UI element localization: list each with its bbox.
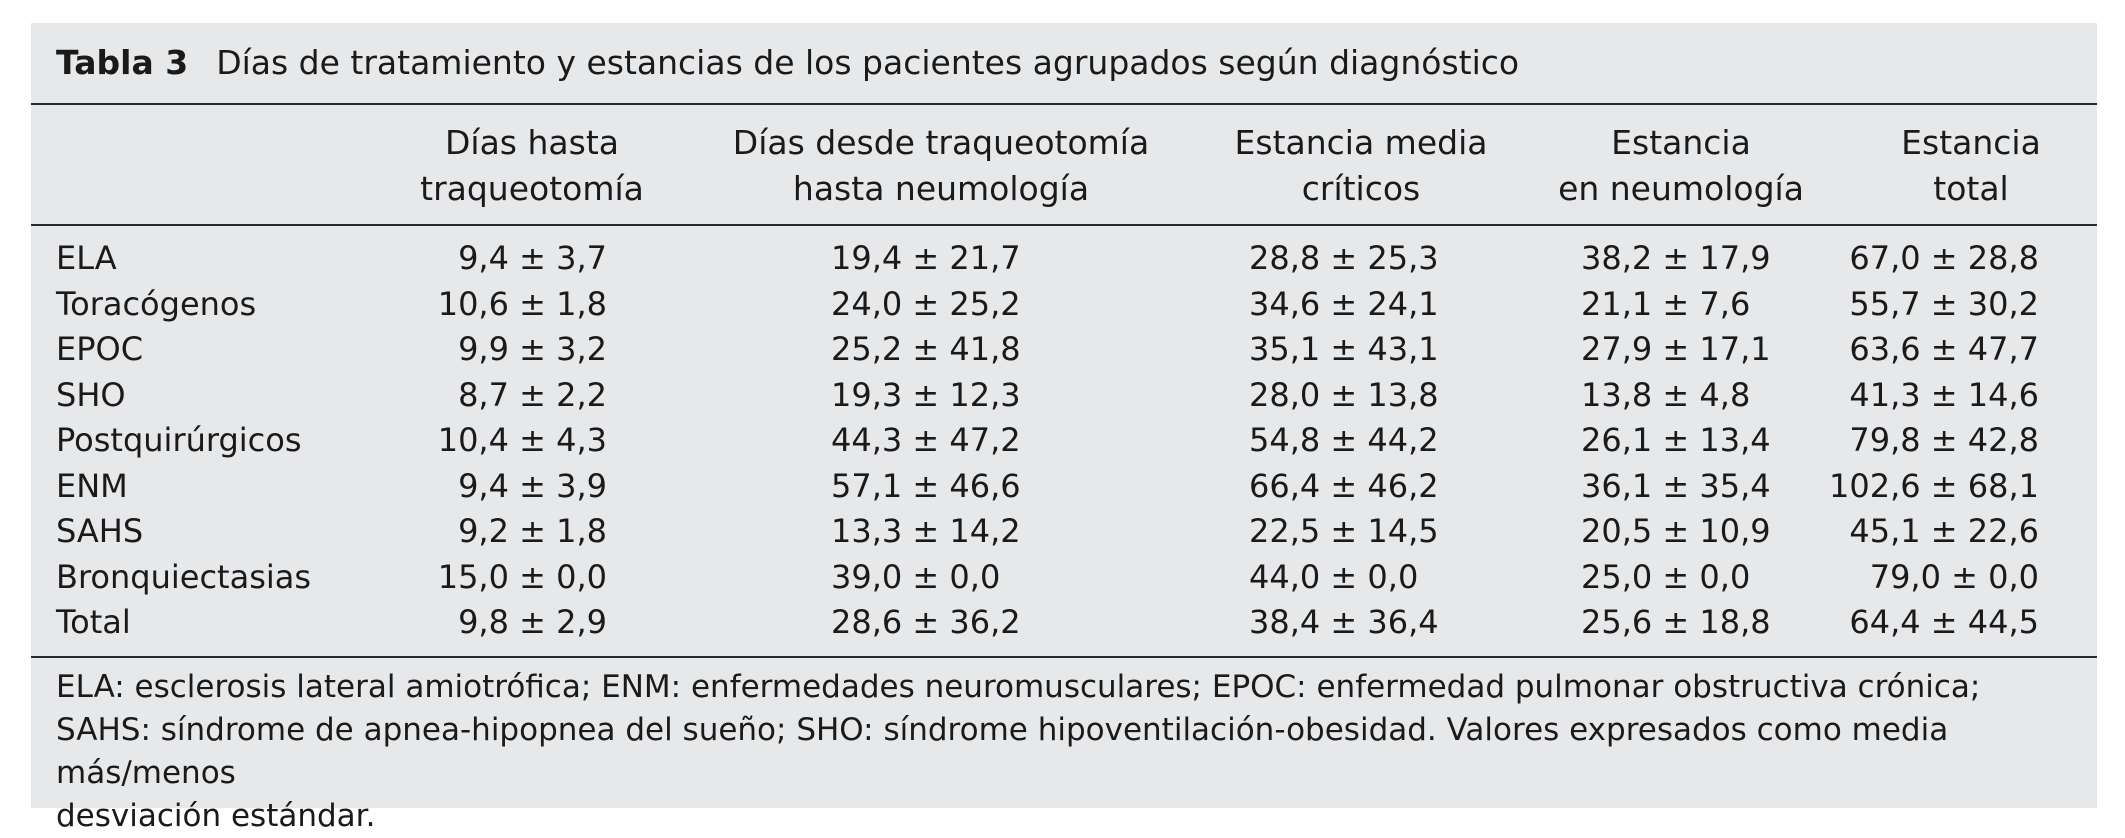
cell-dias-desde-traqueotomia: 19,4 ± 21,7 [831,239,1021,277]
cell-estancia-total: 79,8 ± 42,8 [1849,421,2039,459]
column-header-dias-hasta-traqueotomia: Días hasta traqueotomía [420,123,644,208]
cell-estancia-neumologia: 25,6 ± 18,8 [1581,603,1771,641]
header-rule [31,224,2097,226]
cell-dias-hasta-traqueotomia: 9,8 ± 2,9 [458,603,607,641]
cell-dias-desde-traqueotomia: 19,3 ± 12,3 [831,375,1021,414]
cell-estancia-media-criticos: 22,5 ± 14,5 [1249,512,1439,550]
row-label: Postquirúrgicos [56,421,302,459]
table-panel: Tabla 3 Días de tratamiento y estancias d… [31,23,2097,834]
table-body: ELA 9,4 ± 3,7 19,4 ± 21,7 28,8 ± 25,3 38… [31,236,2097,646]
cell-estancia-neumologia: 36,1 ± 35,4 [1581,466,1771,505]
footnote-line: ELA: esclerosis lateral amiotrófica; ENM… [56,669,1981,705]
cell-dias-desde-traqueotomia: 24,0 ± 25,2 [831,284,1021,323]
cell-dias-hasta-traqueotomia: 10,6 ± 1,8 [437,284,607,323]
column-header-estancia-total: Estancia total [1901,123,2041,208]
row-label: SHO [56,375,126,414]
table-row: EPOC 9,9 ± 3,2 25,2 ± 41,8 35,1 ± 43,1 2… [31,327,2097,373]
cell-estancia-media-criticos: 28,8 ± 25,3 [1249,239,1439,277]
table-title: Días de tratamiento y estancias de los p… [216,43,1520,82]
cell-estancia-neumologia: 27,9 ± 17,1 [1581,330,1771,368]
row-label: Bronquiectasias [56,557,312,596]
table-row: ELA 9,4 ± 3,7 19,4 ± 21,7 28,8 ± 25,3 38… [31,236,2097,282]
table-row-total: Total 9,8 ± 2,9 28,6 ± 36,2 38,4 ± 36,4 … [31,600,2097,646]
cell-dias-desde-traqueotomia: 25,2 ± 41,8 [831,330,1021,368]
row-label: EPOC [56,330,144,368]
cell-dias-hasta-traqueotomia: 15,0 ± 0,0 [437,557,607,596]
row-label: SAHS [56,512,144,550]
row-label: ENM [56,466,128,505]
cell-dias-hasta-traqueotomia: 9,4 ± 3,7 [458,239,607,277]
column-header-estancia-media-criticos: Estancia media críticos [1234,123,1488,208]
cell-estancia-neumologia: 25,0 ± 0,0 [1581,557,1751,596]
cell-estancia-neumologia: 13,8 ± 4,8 [1581,375,1751,414]
table-row: SAHS 9,2 ± 1,8 13,3 ± 14,2 22,5 ± 14,5 2… [31,509,2097,555]
cell-dias-desde-traqueotomia: 44,3 ± 47,2 [831,421,1021,459]
row-label: Toracógenos [56,284,257,323]
cell-estancia-total: 55,7 ± 30,2 [1849,284,2039,323]
row-label: Total [56,603,131,641]
top-rule [31,103,2097,105]
cell-estancia-neumologia: 20,5 ± 10,9 [1581,512,1771,550]
table-row: SHO 8,7 ± 2,2 19,3 ± 12,3 28,0 ± 13,8 13… [31,373,2097,419]
table-row: ENM 9,4 ± 3,9 57,1 ± 46,6 66,4 ± 46,2 36… [31,464,2097,510]
cell-estancia-media-criticos: 35,1 ± 43,1 [1249,330,1439,368]
cell-estancia-media-criticos: 54,8 ± 44,2 [1249,421,1439,459]
column-header-estancia-neumologia: Estancia en neumología [1558,123,1804,208]
column-header-dias-desde-traqueotomia: Días desde traqueotomía hasta neumología [732,123,1150,208]
cell-estancia-neumologia: 38,2 ± 17,9 [1581,239,1771,277]
cell-estancia-neumologia: 21,1 ± 7,6 [1581,284,1751,323]
cell-estancia-total: 64,4 ± 44,5 [1849,603,2039,641]
cell-estancia-media-criticos: 44,0 ± 0,0 [1249,557,1419,596]
cell-dias-desde-traqueotomia: 13,3 ± 14,2 [831,512,1021,550]
cell-estancia-media-criticos: 66,4 ± 46,2 [1249,466,1439,505]
cell-dias-desde-traqueotomia: 57,1 ± 46,6 [831,466,1021,505]
cell-estancia-total: 41,3 ± 14,6 [1849,375,2039,414]
table-row: Postquirúrgicos 10,4 ± 4,3 44,3 ± 47,2 5… [31,418,2097,464]
cell-dias-hasta-traqueotomia: 9,4 ± 3,9 [458,466,607,505]
cell-estancia-total: 63,6 ± 47,7 [1849,330,2039,368]
cell-dias-hasta-traqueotomia: 9,2 ± 1,8 [458,512,607,550]
cell-dias-desde-traqueotomia: 39,0 ± 0,0 [831,557,1001,596]
footnote-line: desviación estándar. [56,798,376,834]
cell-estancia-neumologia: 26,1 ± 13,4 [1581,421,1771,459]
table-caption: Tabla 3 Días de tratamiento y estancias d… [56,43,1519,83]
cell-dias-desde-traqueotomia: 28,6 ± 36,2 [831,603,1021,641]
cell-estancia-total: 45,1 ± 22,6 [1849,512,2039,550]
cell-estancia-media-criticos: 38,4 ± 36,4 [1249,603,1439,641]
cell-estancia-total: 102,6 ± 68,1 [1828,466,2039,505]
table-number: Tabla 3 [56,43,189,82]
footnote-line: SAHS: síndrome de apnea-hipopnea del sue… [56,712,1949,791]
cell-dias-hasta-traqueotomia: 10,4 ± 4,3 [437,421,607,459]
cell-dias-hasta-traqueotomia: 8,7 ± 2,2 [458,375,607,414]
table-footnotes: ELA: esclerosis lateral amiotrófica; ENM… [56,666,2076,838]
table-row: Bronquiectasias 15,0 ± 0,0 39,0 ± 0,0 44… [31,555,2097,601]
row-label: ELA [56,239,117,277]
table-row: Toracógenos 10,6 ± 1,8 24,0 ± 25,2 34,6 … [31,282,2097,328]
cell-estancia-media-criticos: 34,6 ± 24,1 [1249,284,1439,323]
bottom-rule [31,656,2097,658]
cell-dias-hasta-traqueotomia: 9,9 ± 3,2 [458,330,607,368]
cell-estancia-total: 67,0 ± 28,8 [1849,239,2039,277]
cell-estancia-media-criticos: 28,0 ± 13,8 [1249,375,1439,414]
cell-estancia-total: 79,0 ± 0,0 [1869,557,2039,596]
